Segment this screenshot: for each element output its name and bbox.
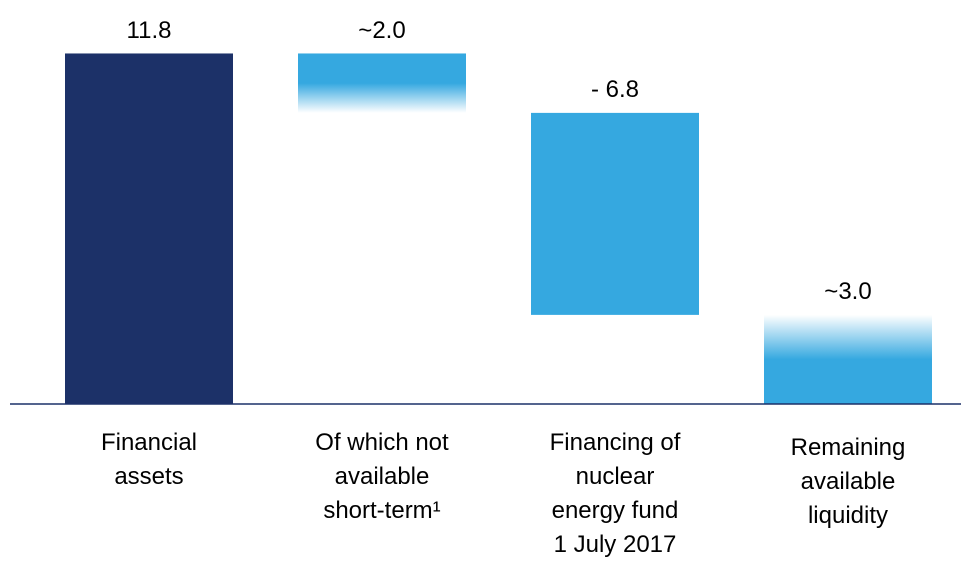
bar [298,53,466,113]
x-tick-label: Financing of nuclear energy fund 1 July … [549,429,681,558]
x-tick-label: Of which not available short-term¹ [315,429,449,524]
value-label: ~2.0 [358,17,405,44]
bar [531,112,699,315]
bar [764,314,932,404]
x-tick-label: Financial assets [100,429,198,490]
bar [65,53,233,405]
value-label: - 6.8 [591,76,639,103]
value-label: ~3.0 [824,278,871,305]
value-label: 11.8 [127,17,172,44]
x-tick-label: Remaining available liquidity [790,434,906,529]
